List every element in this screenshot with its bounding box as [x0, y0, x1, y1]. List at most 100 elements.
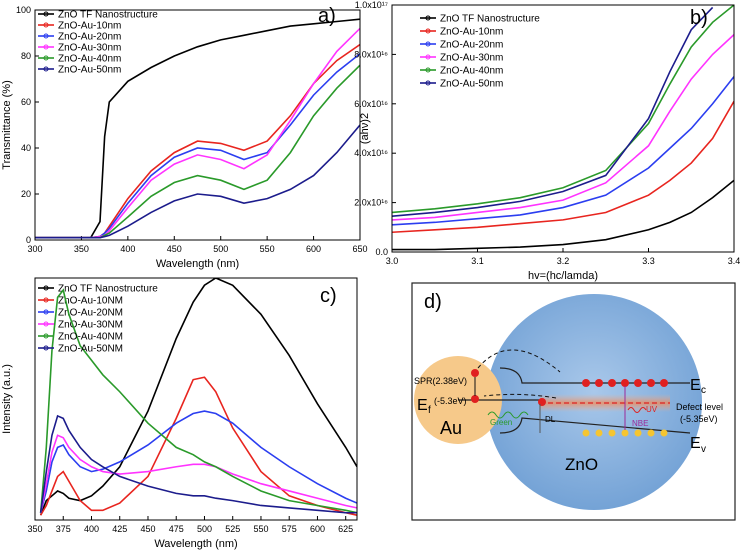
ef-value: (-5.3eV) — [434, 396, 467, 406]
y-axis-label: (ahν)2 — [359, 113, 371, 144]
x-tick-label: 575 — [282, 524, 297, 534]
series-line — [39, 414, 357, 514]
y-tick-label: 80 — [21, 51, 31, 61]
y-tick-label: 1.0x10¹⁷ — [355, 0, 388, 10]
y-tick-label: 0.0 — [375, 247, 388, 257]
spr-text: SPR(2.38eV) — [414, 376, 467, 386]
legend-marker — [43, 309, 49, 315]
y-axis-label: Transmittance (%) — [1, 80, 13, 169]
legend-marker — [43, 55, 49, 61]
legend-label: ZnO-Au-50NM — [58, 344, 123, 355]
ec-sub: c — [701, 385, 706, 396]
y-tick-label: 4.0x10¹⁶ — [354, 148, 388, 158]
x-tick-label: 3.1 — [471, 256, 484, 266]
band-diagram: d) SPR(2.38eV) E f (-5.3eV) Au Green DL … — [411, 282, 736, 521]
legend-label: ZnO-Au-50nm — [58, 65, 121, 76]
ev-line — [499, 417, 691, 434]
legend-label: ZnO-Au-30nm — [58, 43, 121, 54]
series-line — [39, 434, 357, 513]
series-line — [392, 179, 734, 251]
series-line — [392, 76, 734, 226]
legend-marker — [43, 33, 49, 39]
green-text: Green — [490, 418, 512, 427]
panel-label: b) — [690, 7, 708, 29]
legend-marker — [425, 80, 431, 86]
panel-label: a) — [318, 5, 336, 27]
legend-label: ZnO-Au-10nm — [440, 27, 503, 38]
x-tick-label: 3.3 — [642, 256, 655, 266]
legend-label: ZnO-Au-40NM — [58, 332, 123, 343]
uv-wave — [627, 407, 647, 413]
x-tick-label: 3.2 — [557, 256, 570, 266]
x-tick-label: 450 — [140, 524, 155, 534]
legend-marker — [425, 41, 431, 47]
y-tick-label: 8.0x10¹⁶ — [354, 49, 388, 59]
series-line — [35, 53, 360, 239]
series-line — [392, 34, 734, 221]
y-tick-label: 2.0x10¹⁶ — [354, 198, 388, 208]
y-tick-label: 6.0x10¹⁶ — [354, 99, 388, 109]
ec-line — [499, 367, 690, 384]
x-axis-label: Wavelength (nm) — [156, 258, 239, 270]
electrons — [471, 369, 668, 406]
plot-frame — [34, 277, 358, 521]
legend-label: ZnO-Au-20NM — [58, 308, 123, 319]
y-tick-label: 20 — [21, 189, 31, 199]
panel-label: d) — [424, 291, 442, 313]
plot-frame — [34, 9, 361, 241]
x-tick-label: 450 — [167, 244, 182, 254]
legend-label: ZnO-Au-10NM — [58, 296, 123, 307]
legend-marker — [43, 285, 49, 291]
ef-sub: f — [428, 405, 431, 416]
x-tick-label: 525 — [225, 524, 240, 534]
series-line — [39, 278, 357, 516]
legend-label: ZnO-Au-40nm — [58, 54, 121, 65]
x-tick-label: 400 — [84, 524, 99, 534]
nbe-text: NBE — [632, 419, 648, 428]
legend-label: ZnO TF Nanostructure — [440, 14, 540, 25]
zno-text: ZnO — [565, 455, 598, 474]
x-tick-label: 550 — [253, 524, 268, 534]
x-tick-label: 650 — [352, 244, 367, 254]
legend-marker — [425, 15, 431, 21]
legend-label: ZnO-Au-20nm — [440, 40, 503, 51]
x-tick-label: 600 — [310, 524, 325, 534]
green-wave — [487, 411, 529, 419]
x-axis-label: hv=(hc/lamda) — [528, 270, 598, 282]
legend-marker — [43, 333, 49, 339]
y-tick-label: 40 — [21, 143, 31, 153]
legend-marker — [425, 28, 431, 34]
series-line — [392, 5, 734, 214]
legend-label: ZnO-Au-10nm — [58, 21, 121, 32]
ec-main: E — [690, 377, 701, 394]
legend-label: ZnO TF Nanostructure — [58, 10, 158, 21]
legend-label: ZnO-Au-30NM — [58, 320, 123, 331]
x-tick-label: 375 — [56, 524, 71, 534]
x-tick-label: 500 — [197, 524, 212, 534]
x-tick-label: 300 — [27, 244, 42, 254]
x-tick-label: 350 — [27, 524, 42, 534]
series-line — [39, 376, 357, 516]
legend-marker — [425, 67, 431, 73]
x-tick-label: 350 — [74, 244, 89, 254]
x-tick-label: 3.4 — [728, 256, 740, 266]
x-axis-label: Wavelength (nm) — [154, 538, 237, 550]
x-tick-label: 400 — [120, 244, 135, 254]
panel-label: c) — [320, 285, 337, 307]
y-axis-label: Intensity (a.u.) — [1, 364, 13, 434]
legend-label: ZnO-Au-20nm — [58, 32, 121, 43]
transfer-arrow — [477, 349, 561, 373]
y-tick-label: 0 — [26, 235, 31, 245]
legend-marker — [43, 22, 49, 28]
legend-marker — [43, 297, 49, 303]
x-tick-label: 550 — [260, 244, 275, 254]
series-line — [392, 100, 734, 234]
x-tick-label: 500 — [213, 244, 228, 254]
legend-marker — [43, 11, 49, 17]
x-tick-label: 3.0 — [386, 256, 399, 266]
au-text: Au — [440, 418, 462, 438]
series-line — [35, 64, 360, 239]
defect-text: Defect level — [676, 402, 723, 412]
ef-main: E — [417, 397, 428, 414]
